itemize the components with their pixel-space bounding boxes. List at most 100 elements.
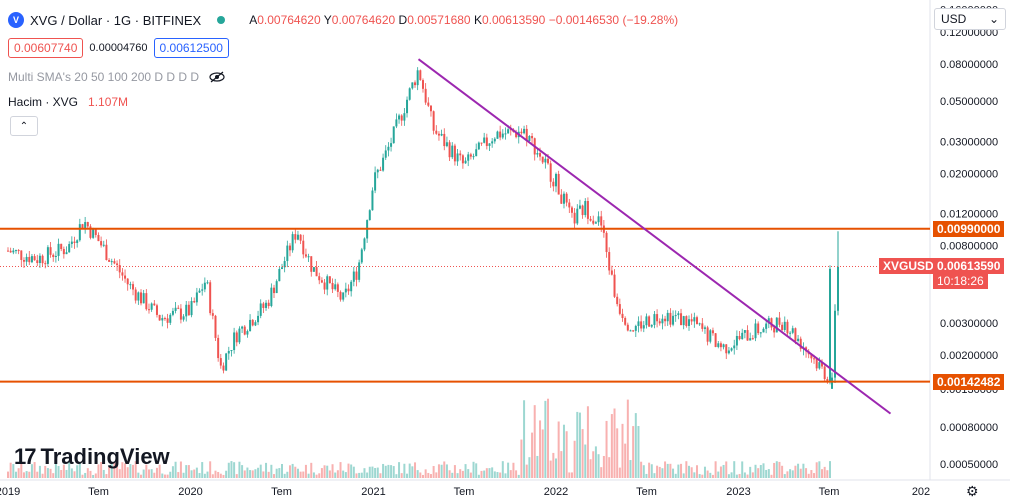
- candle-body: [262, 303, 265, 308]
- candle-body: [352, 271, 355, 282]
- volume-bar: [711, 474, 714, 478]
- volume-bar: [440, 464, 443, 478]
- candle-body: [395, 119, 398, 127]
- currency-select[interactable]: USD ⌄: [934, 8, 1006, 30]
- candle-body: [265, 302, 268, 308]
- candle-body: [443, 133, 446, 147]
- candle-body: [97, 234, 100, 242]
- volume-bar: [661, 468, 664, 478]
- candle-body: [17, 250, 20, 252]
- candle-body: [621, 313, 624, 319]
- candle-body: [469, 154, 472, 157]
- volume-bar: [805, 468, 808, 478]
- candle-body: [177, 307, 180, 309]
- candle-body: [14, 250, 17, 252]
- time-axis[interactable]: 2019 Tem 2020 Tem 2021 Tem 2022 Tem 2023 Tem 202: [0, 486, 930, 498]
- volume-bar: [429, 474, 432, 478]
- volume-bar: [392, 466, 395, 478]
- candle-body: [206, 282, 209, 284]
- volume-bar: [294, 466, 297, 478]
- candle-body: [576, 208, 579, 224]
- candle-body: [727, 350, 730, 354]
- collapse-legend-button[interactable]: ⌃: [10, 116, 38, 136]
- volume-bar: [299, 471, 302, 478]
- volume-bar: [709, 472, 712, 478]
- candle-body: [592, 220, 595, 224]
- volume-bar: [821, 469, 824, 478]
- candle-body: [310, 256, 313, 272]
- candle-body: [368, 210, 371, 221]
- volume-bar: [384, 465, 387, 478]
- volume-bar: [376, 467, 379, 478]
- volume-bar: [198, 473, 201, 478]
- volume-bar: [161, 473, 164, 478]
- candle-body: [9, 250, 12, 253]
- tradingview-logo[interactable]: 17 TradingView: [14, 444, 170, 470]
- volume-bar: [794, 465, 797, 478]
- volume-bar: [730, 472, 733, 478]
- candle-body: [171, 310, 174, 315]
- candle-body: [485, 137, 488, 146]
- candle-body: [153, 303, 156, 306]
- candle-body: [49, 247, 52, 255]
- candle-body: [116, 263, 119, 266]
- price-tick-label: 0.00050000: [940, 459, 998, 471]
- candle-body: [531, 135, 534, 139]
- volume-bar: [539, 420, 542, 478]
- candle-body: [243, 326, 246, 335]
- sell-button[interactable]: 0.00607740: [8, 38, 84, 58]
- volume-bar: [562, 424, 565, 478]
- volume-bar: [507, 462, 510, 478]
- volume-bar: [84, 472, 87, 478]
- volume-bar: [791, 470, 794, 478]
- volume-bar: [802, 463, 805, 478]
- candle-body: [320, 280, 323, 283]
- volume-bar: [544, 400, 547, 478]
- volume-bar: [307, 473, 310, 478]
- volume-indicator-legend[interactable]: Hacim · XVG 1.107M: [8, 95, 128, 109]
- volume-bar: [818, 461, 821, 478]
- candle-body: [408, 88, 411, 100]
- volume-bar: [171, 466, 174, 478]
- volume-bar: [254, 469, 257, 478]
- volume-bar: [472, 461, 475, 478]
- volume-bar: [140, 474, 143, 478]
- volume-bar: [610, 414, 613, 478]
- candle-body: [688, 319, 691, 326]
- volume-bar: [142, 469, 145, 478]
- candle-body: [38, 255, 41, 263]
- volume-bar: [501, 461, 504, 478]
- candle-body: [257, 315, 260, 323]
- symbol-title[interactable]: XVG / Dollar · 1G · BITFINEX: [30, 12, 202, 28]
- volume-bar: [20, 461, 23, 478]
- volume-bar: [368, 466, 371, 478]
- volume-bar: [118, 469, 121, 478]
- candle-body: [730, 348, 733, 351]
- candle-body: [33, 256, 36, 261]
- eye-off-icon[interactable]: [209, 71, 225, 83]
- candle-body: [608, 252, 611, 271]
- candle-body: [235, 332, 238, 343]
- candle-body: [778, 317, 781, 325]
- candle-body: [818, 362, 821, 369]
- volume-bar: [733, 461, 736, 478]
- candle-body: [461, 155, 464, 164]
- volume-bar: [219, 473, 222, 478]
- sma-indicator-legend[interactable]: Multi SMA's 20 50 100 200 D D D D: [8, 70, 225, 84]
- candle-body: [496, 131, 499, 139]
- candle-body: [46, 247, 49, 264]
- high-value: 0.00764620: [331, 13, 396, 27]
- price-axis[interactable]: 0.160000000.120000000.080000000.05000000…: [940, 4, 998, 471]
- volume-bar: [36, 471, 39, 478]
- volume-bar: [310, 462, 313, 478]
- volume-bar: [491, 467, 494, 478]
- settings-icon[interactable]: ⚙: [966, 483, 979, 499]
- candle-body: [350, 281, 353, 292]
- buy-button[interactable]: 0.00612500: [153, 38, 229, 58]
- candle-body: [379, 169, 382, 171]
- volume-bar: [815, 462, 818, 478]
- volume-bar: [451, 472, 454, 478]
- resistance-price-tag: 0.00990000: [933, 220, 1005, 237]
- volume-bar: [323, 465, 326, 478]
